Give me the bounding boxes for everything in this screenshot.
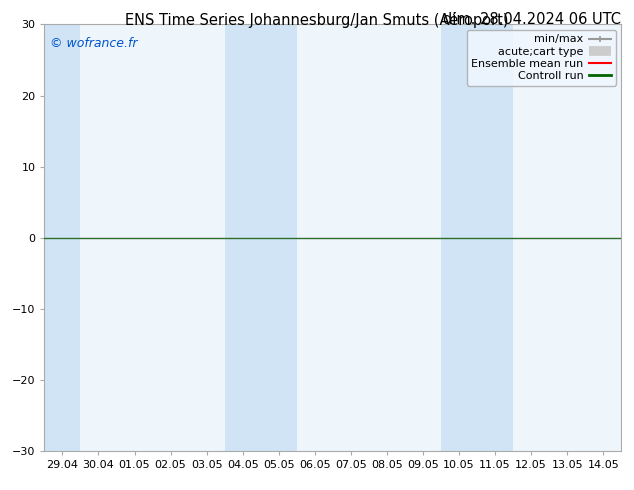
- Bar: [44, 24, 81, 451]
- Legend: min/max, acute;cart type, Ensemble mean run, Controll run: min/max, acute;cart type, Ensemble mean …: [467, 30, 616, 86]
- Text: dim. 28.04.2024 06 UTC: dim. 28.04.2024 06 UTC: [443, 12, 621, 27]
- Bar: [224, 24, 297, 451]
- Text: ENS Time Series Johannesburg/Jan Smuts (Aéroport): ENS Time Series Johannesburg/Jan Smuts (…: [126, 12, 508, 28]
- Bar: [441, 24, 513, 451]
- Text: © wofrance.fr: © wofrance.fr: [50, 37, 138, 50]
